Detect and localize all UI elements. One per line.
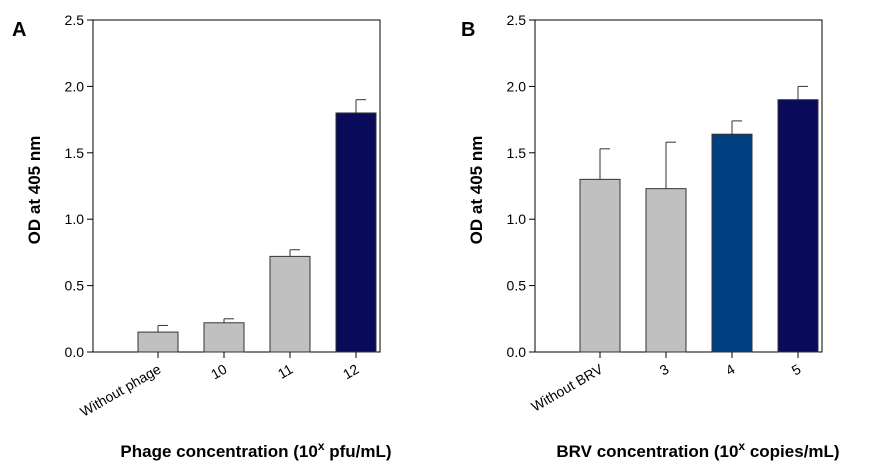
x-tick-label: Without BRV: [528, 360, 606, 414]
x-tick-label: 12: [340, 361, 362, 383]
panel-label: B: [461, 19, 475, 41]
chart-marks: 0.0 0.5 1.0 1.5 2.0 2.5 Without phage 10 11 12: [65, 12, 381, 420]
x-tick-label: 11: [275, 361, 296, 382]
y-tick-label: 2.5: [65, 12, 85, 28]
x-tick-label: 4: [723, 361, 738, 379]
y-tick-label: 1.0: [507, 211, 527, 227]
x-axis-label: Phage concentration (10x pfu/mL): [120, 439, 391, 461]
bar: [645, 188, 687, 353]
chart-panel-a: A OD at 405 nm Phage concentration (10x …: [12, 12, 392, 461]
bar: [711, 133, 753, 353]
bar: [335, 112, 377, 353]
bar: [203, 322, 245, 353]
y-tick-label: 0.5: [507, 278, 527, 294]
x-axis-label: BRV concentration (10x copies/mL): [556, 439, 839, 461]
bar: [579, 178, 621, 353]
x-axis-label-sup: x: [318, 439, 325, 453]
y-tick-label: 0.5: [65, 278, 85, 294]
y-axis-label: OD at 405 nm: [467, 136, 486, 245]
y-tick-label: 1.5: [507, 145, 527, 161]
y-tick-label: 1.5: [65, 145, 85, 161]
y-tick-label: 2.5: [507, 12, 527, 28]
y-tick-label: 2.0: [507, 78, 527, 94]
y-tick-label: 1.0: [65, 211, 85, 227]
x-axis-label-prefix: Phage concentration (10: [120, 442, 317, 461]
bar: [269, 255, 311, 353]
x-tick-label: 5: [789, 361, 804, 379]
x-axis-label-sup: x: [738, 439, 745, 453]
panel-label: A: [12, 19, 26, 41]
chart-panel-b: B OD at 405 nm BRV concentration (10x co…: [461, 12, 840, 461]
x-tick-label: 10: [208, 361, 230, 383]
chart-marks: 0.0 0.5 1.0 1.5 2.0 2.5 Without BRV 3 4 5: [507, 12, 823, 415]
bar: [777, 99, 819, 353]
y-tick-label: 0.0: [507, 344, 527, 360]
y-axis-label: OD at 405 nm: [25, 136, 44, 245]
x-axis-label-prefix: BRV concentration (10: [556, 442, 738, 461]
bar: [137, 331, 179, 353]
x-tick-label: 3: [657, 361, 672, 379]
x-axis-label-suffix: copies/mL): [745, 442, 839, 461]
y-tick-label: 0.0: [65, 344, 85, 360]
x-axis-label-suffix: pfu/mL): [325, 442, 392, 461]
y-tick-label: 2.0: [65, 78, 85, 94]
x-tick-label: Without phage: [77, 361, 163, 420]
